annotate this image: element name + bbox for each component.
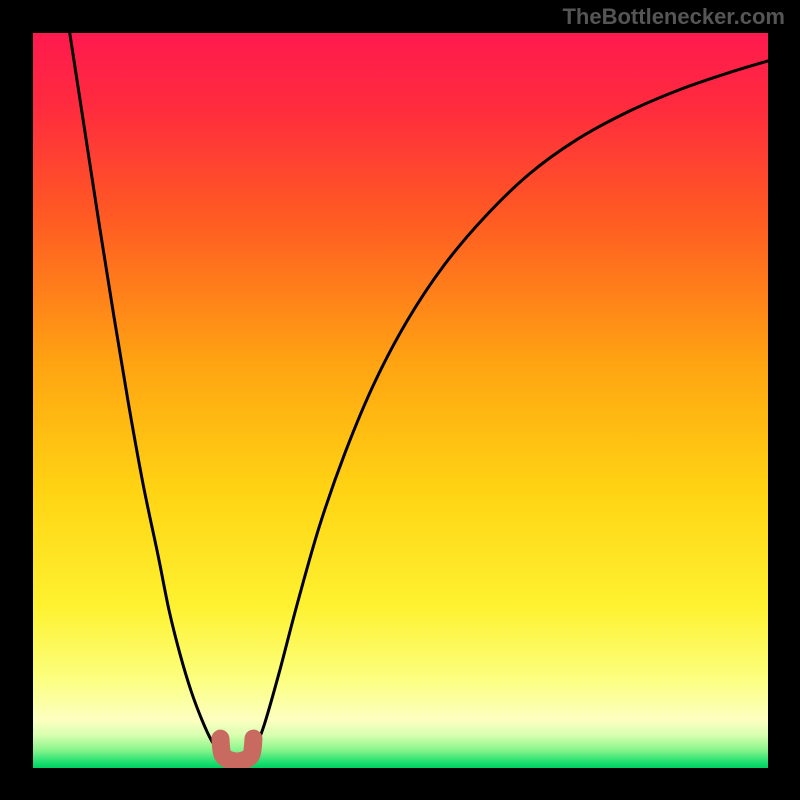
curve-left-branch bbox=[70, 33, 221, 753]
trough-marker bbox=[220, 739, 253, 762]
plot-area bbox=[33, 33, 768, 768]
chart-frame: TheBottlenecker.com bbox=[0, 0, 800, 800]
curve-right-branch bbox=[254, 61, 769, 753]
bottleneck-curve bbox=[33, 33, 768, 768]
watermark-text: TheBottlenecker.com bbox=[562, 4, 785, 30]
